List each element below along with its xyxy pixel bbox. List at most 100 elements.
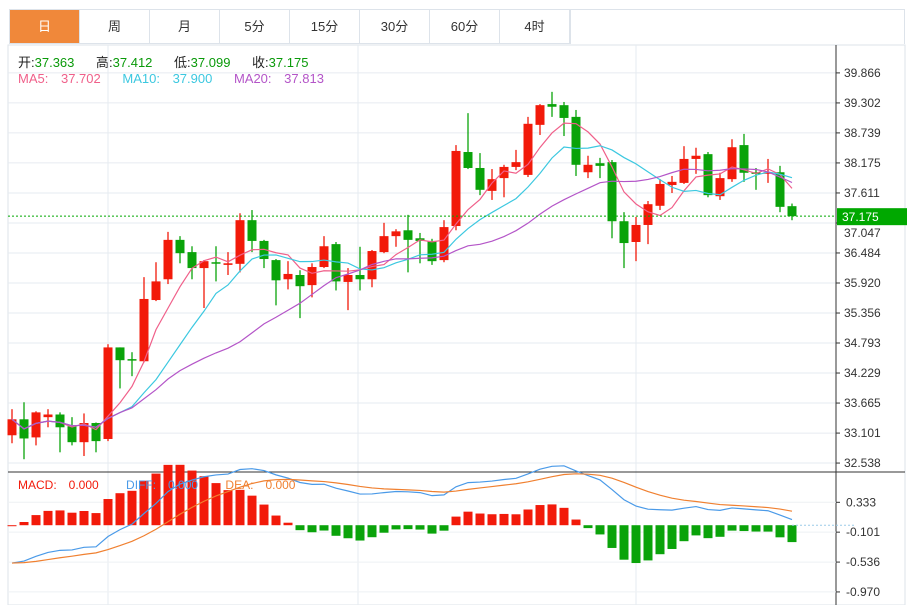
candle: [439, 220, 449, 263]
macd-bar: [139, 480, 149, 526]
candle: [499, 164, 509, 198]
candle-body: [763, 172, 773, 174]
y-tick-label: 32.538: [844, 456, 881, 470]
candle-body: [295, 275, 305, 287]
macd-bar: [523, 509, 533, 526]
candle-body: [115, 347, 125, 361]
macd-bar: [31, 515, 41, 526]
candle-body: [631, 224, 641, 242]
candle: [787, 203, 797, 221]
candle: [283, 261, 293, 290]
candle: [367, 249, 377, 288]
y-tick-label: 33.101: [844, 426, 881, 440]
tab-7[interactable]: 4时: [500, 10, 570, 43]
macd-bar: [415, 525, 425, 530]
y-tick-label: 35.356: [844, 306, 881, 320]
ma20-label: MA20:: [233, 71, 272, 86]
candle: [523, 116, 533, 178]
candle-body: [559, 105, 569, 118]
tab-3[interactable]: 5分: [220, 10, 290, 43]
candle: [547, 91, 557, 117]
macd-bar: [571, 519, 581, 526]
candle: [715, 172, 725, 200]
macd-bar: [295, 525, 305, 531]
macd-bar: [463, 511, 473, 526]
candle-body: [55, 414, 65, 428]
y-tick-label: 34.793: [844, 336, 881, 350]
macd-bar: [547, 504, 557, 526]
macd-bar: [151, 473, 161, 526]
candle: [679, 146, 689, 184]
open-value: 37.363: [34, 55, 75, 70]
macd-bar: [307, 525, 317, 533]
dea-value: 0.000: [265, 478, 296, 492]
y-tick-label: 39.302: [844, 96, 881, 110]
candle-body: [163, 239, 173, 280]
candle-body: [487, 179, 497, 191]
candle: [379, 222, 389, 254]
macd-bar: [43, 510, 53, 526]
candle-body: [67, 426, 77, 443]
candle: [655, 179, 665, 211]
tab-6[interactable]: 60分: [430, 10, 500, 43]
candle-body: [439, 227, 449, 261]
macd-bar: [79, 511, 89, 526]
diff-line: [11, 465, 793, 564]
candle-body: [283, 273, 293, 280]
ohlc-info: 开:37.363 高:37.412 低:37.099 收:37.175: [18, 52, 326, 71]
y-tick-label: 37.611: [844, 186, 880, 200]
ma20-value: 37.813: [284, 71, 324, 86]
last-price-badge: [837, 208, 907, 226]
macd-info: MACD: 0.000 DIFF: 0.000 DEA: 0.000: [18, 478, 319, 492]
macd-bar: [343, 525, 353, 539]
candle: [223, 252, 233, 276]
macd-y-tick-label: -0.101: [846, 525, 880, 539]
macd-bar: [583, 525, 593, 529]
candle: [103, 344, 113, 442]
candle: [19, 402, 29, 460]
candle-body: [127, 359, 137, 361]
macd-bar: [751, 525, 761, 532]
tab-4[interactable]: 15分: [290, 10, 360, 43]
candle-body: [595, 163, 605, 166]
macd-bar: [439, 525, 449, 531]
macd-bar: [739, 525, 749, 532]
candle-body: [139, 298, 149, 362]
candle-body: [343, 275, 353, 282]
tab-1[interactable]: 周: [80, 10, 150, 43]
macd-bar: [283, 522, 293, 526]
candle: [535, 104, 545, 135]
candle-body: [499, 166, 509, 179]
candle-body: [271, 260, 281, 281]
candle: [487, 169, 497, 200]
macd-bar: [103, 499, 113, 526]
period-tabs: 日周月 5分 15分 30分 60分 4时: [9, 9, 571, 44]
candle-body: [739, 145, 749, 173]
macd-bar: [379, 525, 389, 533]
macd-bar: [559, 507, 569, 526]
y-tick-label: 38.175: [844, 156, 881, 170]
tab-5[interactable]: 30分: [360, 10, 430, 43]
candle: [43, 409, 53, 428]
macd-bar: [115, 493, 125, 526]
macd-bar: [451, 516, 461, 526]
candle-body: [103, 347, 113, 439]
ma5-label: MA5:: [18, 71, 49, 86]
tab-2[interactable]: 月: [150, 10, 220, 43]
candle: [595, 157, 605, 179]
candle-body: [331, 244, 341, 282]
candle: [403, 214, 413, 273]
candle: [727, 139, 737, 182]
macd-bar: [499, 513, 509, 526]
macd-bar: [91, 513, 101, 526]
candle-body: [319, 246, 329, 268]
candle-body: [787, 206, 797, 217]
candle: [607, 160, 617, 239]
tab-0[interactable]: 日: [10, 10, 80, 43]
candle: [271, 259, 281, 306]
candle-body: [91, 423, 101, 442]
macd-bar: [703, 525, 713, 539]
candle-body: [715, 178, 725, 197]
y-tick-label: 33.665: [844, 396, 881, 410]
